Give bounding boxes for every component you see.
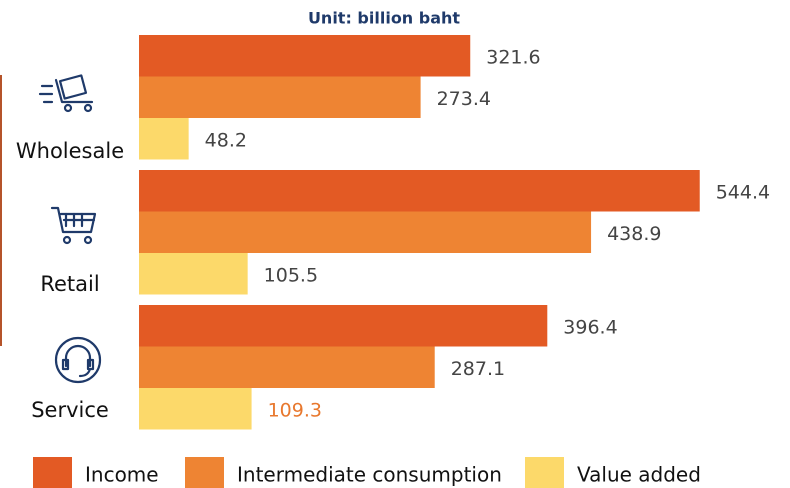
bar — [139, 346, 435, 388]
bar — [139, 388, 252, 430]
category-label: Wholesale — [16, 139, 124, 163]
value-label: 438.9 — [607, 223, 661, 245]
value-label: 287.1 — [451, 358, 505, 380]
legend-label: Intermediate consumption — [237, 463, 502, 487]
wholesale-icon — [38, 74, 94, 113]
value-label: 273.4 — [437, 88, 491, 110]
bar — [139, 76, 421, 118]
service-icon — [54, 336, 102, 384]
legend-swatch — [525, 457, 564, 488]
value-label: 544.4 — [716, 181, 770, 203]
legend-label: Value added — [577, 463, 701, 487]
legend-swatch — [33, 457, 72, 488]
category-label: Retail — [40, 272, 99, 296]
bar — [139, 211, 592, 253]
legend-label: Income — [85, 463, 159, 487]
bar — [139, 253, 248, 295]
bar — [139, 118, 189, 160]
value-label: 48.2 — [205, 129, 247, 151]
bar — [139, 170, 700, 212]
value-label: 105.5 — [264, 264, 318, 286]
value-label: 109.3 — [268, 399, 322, 421]
bar — [139, 35, 471, 77]
value-label: 321.6 — [486, 46, 540, 68]
value-label: 396.4 — [563, 316, 617, 338]
category-label: Service — [31, 398, 109, 422]
legend-swatch — [185, 457, 224, 488]
chart-subtitle: Unit: billion baht — [308, 9, 460, 28]
bar — [139, 305, 548, 347]
retail-icon — [50, 206, 97, 245]
